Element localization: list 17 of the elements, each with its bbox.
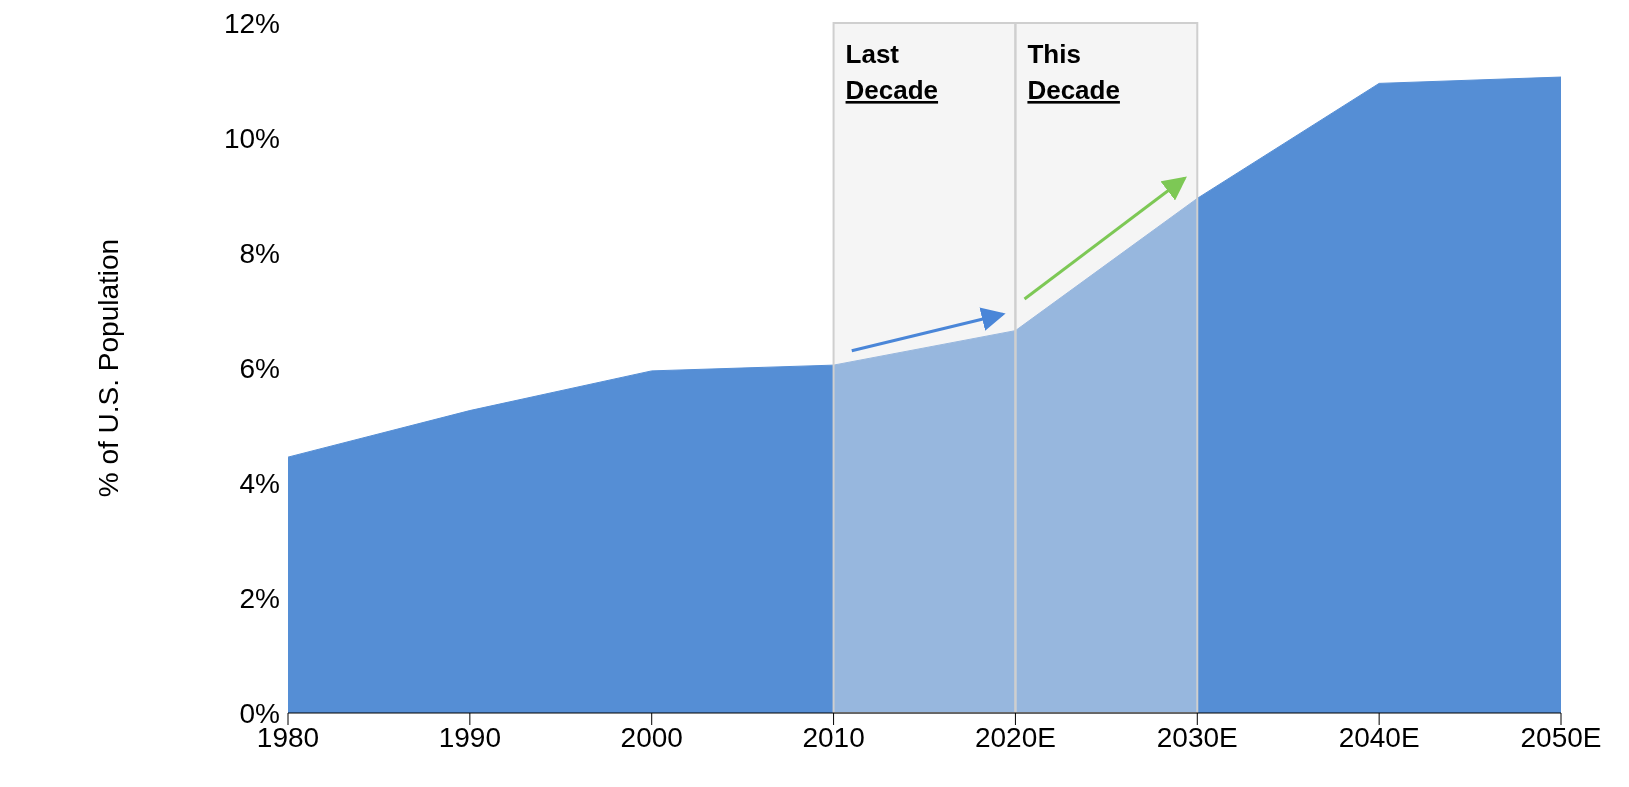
y-tick-label: 2% — [239, 582, 280, 614]
band-label: This Decade — [1027, 39, 1120, 105]
x-tick-label: 2030E — [1156, 721, 1238, 753]
x-tick-label: 2020E — [974, 721, 1056, 753]
y-tick-label: 4% — [239, 467, 280, 499]
y-tick-label: 10% — [223, 122, 280, 154]
x-tick-label: 2050E — [1520, 721, 1602, 753]
y-tick-label: 0% — [239, 697, 280, 729]
x-tick-label: 1990 — [438, 721, 502, 753]
x-tick-label: 2010 — [802, 721, 865, 753]
x-tick-label: 2000 — [620, 721, 683, 753]
y-tick-label: 12% — [223, 7, 280, 39]
y-tick-label: 8% — [239, 237, 280, 269]
y-axis-title: % of U.S. Population — [92, 238, 124, 498]
y-tick-label: 6% — [239, 352, 280, 384]
band-label: Last Decade — [845, 39, 939, 105]
x-tick-label: 2040E — [1338, 721, 1420, 753]
